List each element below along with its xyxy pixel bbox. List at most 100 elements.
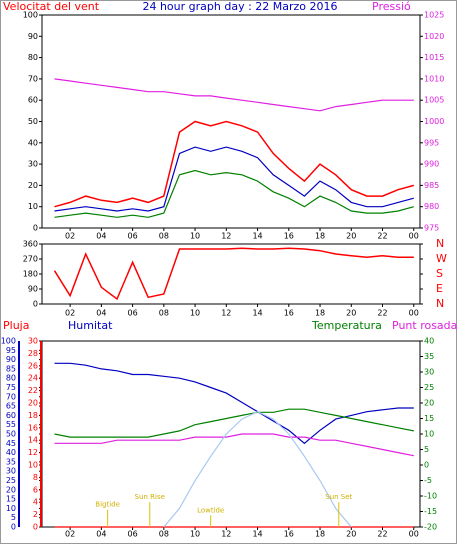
series-line bbox=[54, 146, 414, 212]
series-line bbox=[54, 120, 414, 208]
y-tick-label: 70 bbox=[28, 74, 38, 83]
annotation: Sun Rise bbox=[135, 493, 165, 501]
y-tick-label: 30 bbox=[6, 467, 16, 476]
y2-tick-label: 1005 bbox=[424, 96, 444, 105]
y-tick-label: 20 bbox=[28, 181, 38, 190]
x-tick-label: 04 bbox=[96, 309, 106, 318]
y2-tick-label: 1020 bbox=[424, 32, 444, 41]
y-tick-label: 270 bbox=[23, 255, 38, 264]
y2-tick-label: -15 bbox=[424, 507, 437, 516]
y-tick-label: 15 bbox=[6, 495, 16, 504]
x-tick-label: 22 bbox=[377, 530, 387, 539]
y3-tick-label: 26 bbox=[28, 361, 38, 370]
series-line bbox=[54, 362, 414, 445]
y-tick-label: 90 bbox=[28, 32, 38, 41]
y-tick-label: 0 bbox=[11, 523, 16, 532]
y3-tick-label: 8 bbox=[33, 473, 38, 482]
y-tick-label: 65 bbox=[6, 402, 16, 411]
y-tick-label: 35 bbox=[6, 457, 16, 466]
series-line bbox=[54, 408, 414, 438]
y3-tick-label: 18 bbox=[28, 411, 38, 420]
temperature-label: Temperatura bbox=[311, 319, 382, 332]
y2-tick-label: 25 bbox=[424, 383, 434, 392]
y3-tick-label: 16 bbox=[28, 423, 38, 432]
wind-label: Velocitat del vent bbox=[3, 0, 100, 13]
y-tick-label: 180 bbox=[23, 270, 38, 279]
x-tick-label: 00 bbox=[409, 309, 419, 318]
x-tick-label: 04 bbox=[96, 232, 106, 241]
y-tick-label: 40 bbox=[6, 448, 16, 457]
pressure-label: Pressió bbox=[372, 0, 411, 13]
y2-tick-label: 1010 bbox=[424, 74, 444, 83]
x-tick-label: 00 bbox=[409, 232, 419, 241]
x-tick-label: 16 bbox=[284, 309, 294, 318]
y3-tick-label: 10 bbox=[28, 461, 38, 470]
x-tick-label: 22 bbox=[377, 232, 387, 241]
y2-tick-label: -5 bbox=[424, 476, 432, 485]
y-tick-label: 100 bbox=[23, 11, 38, 20]
x-tick-label: 02 bbox=[65, 530, 75, 539]
plot-area bbox=[41, 243, 421, 305]
y3-tick-label: 14 bbox=[28, 436, 38, 445]
y-tick-label: 40 bbox=[28, 138, 38, 147]
x-tick-label: 10 bbox=[190, 232, 200, 241]
y-tick-label: 0 bbox=[33, 224, 38, 233]
y2-tick-label: S bbox=[436, 267, 443, 280]
plot-area bbox=[41, 14, 421, 229]
y2-tick-label: 0 bbox=[424, 461, 429, 470]
y3-tick-label: 20 bbox=[28, 399, 38, 408]
y-tick-label: 50 bbox=[28, 117, 38, 126]
y2-tick-label: 980 bbox=[424, 202, 439, 211]
y-tick-label: 360 bbox=[23, 240, 38, 249]
y-tick-label: 60 bbox=[28, 96, 38, 105]
y2-tick-label: 35 bbox=[424, 352, 434, 361]
humidity-label: Humitat bbox=[68, 319, 113, 332]
y2-tick-label: 15 bbox=[424, 414, 434, 423]
y-tick-label: 90 bbox=[28, 285, 38, 294]
x-tick-label: 18 bbox=[315, 232, 325, 241]
y-tick-label: 20 bbox=[6, 485, 16, 494]
x-tick-label: 14 bbox=[252, 232, 262, 241]
y2-tick-label: 995 bbox=[424, 138, 439, 147]
y2-tick-label: 1015 bbox=[424, 53, 444, 62]
y-tick-label: 70 bbox=[6, 392, 16, 401]
x-tick-label: 18 bbox=[315, 309, 325, 318]
x-tick-label: 10 bbox=[190, 309, 200, 318]
series-line bbox=[163, 411, 352, 528]
y3-tick-label: 24 bbox=[28, 374, 38, 383]
y2-tick-label: 1000 bbox=[424, 117, 444, 126]
y3-tick-label: 28 bbox=[28, 349, 38, 358]
y3-tick-label: 30 bbox=[28, 337, 38, 346]
x-tick-label: 08 bbox=[159, 309, 169, 318]
y2-tick-label: N bbox=[436, 237, 444, 250]
series-line bbox=[54, 433, 414, 457]
y-tick-label: 5 bbox=[11, 513, 16, 522]
y3-tick-label: 12 bbox=[28, 448, 38, 457]
series-line bbox=[54, 169, 414, 218]
x-tick-label: 08 bbox=[159, 530, 169, 539]
y-tick-label: 90 bbox=[6, 355, 16, 364]
plot-area bbox=[41, 340, 421, 528]
y-tick-label: 60 bbox=[6, 411, 16, 420]
x-tick-label: 04 bbox=[96, 530, 106, 539]
y-tick-label: 10 bbox=[28, 202, 38, 211]
x-tick-label: 12 bbox=[221, 530, 231, 539]
rain-label: Pluja bbox=[3, 319, 29, 332]
x-tick-label: 22 bbox=[377, 309, 387, 318]
y-tick-label: 25 bbox=[6, 476, 16, 485]
y2-tick-label: W bbox=[436, 252, 447, 265]
annotation: Sun Set bbox=[325, 493, 352, 501]
y2-tick-label: 985 bbox=[424, 181, 439, 190]
y2-tick-label: -20 bbox=[424, 523, 437, 532]
x-tick-label: 16 bbox=[284, 530, 294, 539]
y-tick-label: 10 bbox=[6, 504, 16, 513]
y-tick-label: 0 bbox=[33, 300, 38, 309]
x-tick-label: 08 bbox=[159, 232, 169, 241]
y3-tick-label: 2 bbox=[33, 510, 38, 519]
y2-tick-label: 10 bbox=[424, 430, 434, 439]
series-line bbox=[53, 247, 414, 301]
x-tick-label: 12 bbox=[221, 309, 231, 318]
x-tick-label: 16 bbox=[284, 232, 294, 241]
x-tick-label: 20 bbox=[346, 309, 356, 318]
